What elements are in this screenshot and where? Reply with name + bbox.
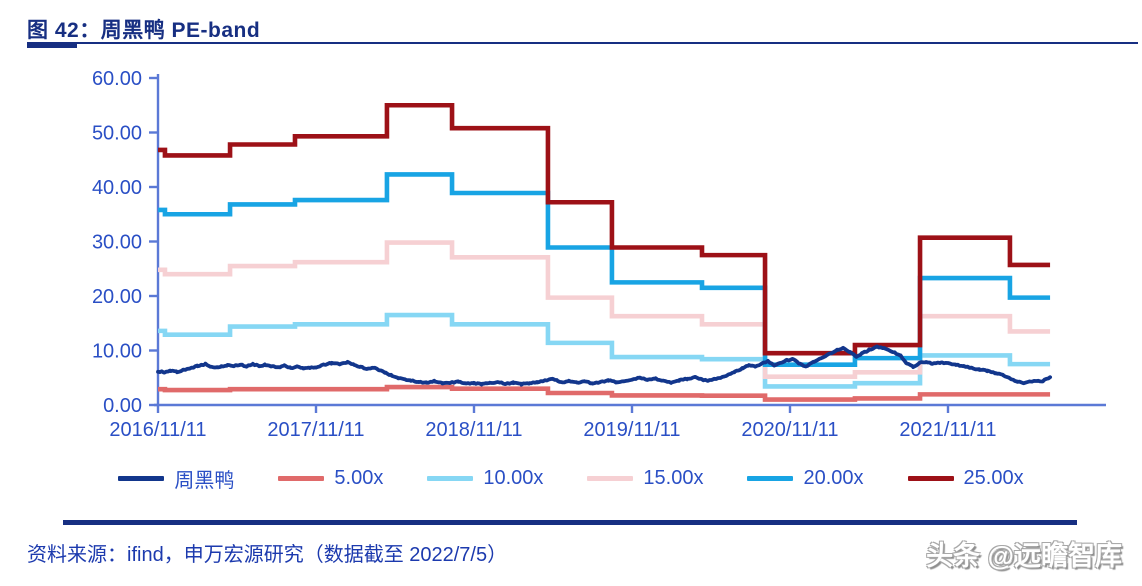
legend-label: 10.00x xyxy=(483,467,544,489)
x-tick-label: 2017/11/11 xyxy=(267,419,364,441)
title-underline xyxy=(27,42,1138,44)
band-line-10.00x xyxy=(158,312,1051,389)
x-tick-label: 2021/11/11 xyxy=(899,419,996,441)
legend-swatch-20.00x xyxy=(747,476,794,481)
y-tick-label: 60.00 xyxy=(92,68,142,90)
y-tick-label: 40.00 xyxy=(92,177,142,199)
y-tick-label: 0.00 xyxy=(103,395,142,417)
legend-item-5.00x: 5.00x xyxy=(278,467,383,490)
legend-label: 5.00x xyxy=(334,467,384,489)
y-tick-label: 10.00 xyxy=(92,341,142,363)
band-line-15.00x xyxy=(158,240,1051,379)
source-note: 资料来源：ifind，申万宏源研究（数据截至 2022/7/5） xyxy=(27,544,508,566)
x-tick-label: 2019/11/11 xyxy=(583,419,680,441)
legend-swatch-15.00x xyxy=(587,476,634,481)
legend-label: 20.00x xyxy=(803,467,864,489)
legend-swatch-周黑鸭 xyxy=(118,476,165,481)
x-tick-label: 2016/11/11 xyxy=(109,419,206,441)
legend-label: 15.00x xyxy=(643,467,704,489)
legend-swatch-25.00x xyxy=(907,476,954,481)
footer-divider xyxy=(63,520,1077,525)
legend-item-周黑鸭: 周黑鸭 xyxy=(118,464,234,493)
legend-label: 周黑鸭 xyxy=(174,470,235,492)
y-tick-label: 20.00 xyxy=(92,286,142,308)
band-line-25.00x xyxy=(158,102,1051,356)
title-underline-accent xyxy=(27,42,77,48)
price-line xyxy=(156,344,1052,387)
x-tick-label: 2018/11/11 xyxy=(425,419,522,441)
legend-label: 25.00x xyxy=(963,467,1024,489)
watermark-toutiao: 头条 @远瞻智库 xyxy=(926,541,1122,571)
legend-swatch-10.00x xyxy=(427,476,474,481)
band-line-5.00x xyxy=(158,384,1051,402)
legend-item-25.00x: 25.00x xyxy=(907,467,1024,490)
y-tick-label: 30.00 xyxy=(92,232,142,254)
legend-swatch-5.00x xyxy=(278,476,325,481)
x-tick-label: 2020/11/11 xyxy=(741,419,838,441)
chart-legend: 周黑鸭 5.00x 10.00x 15.00x 20.00x 25.00x xyxy=(0,464,1142,493)
band-line-20.00x xyxy=(158,172,1051,367)
legend-item-10.00x: 10.00x xyxy=(427,467,543,490)
figure-title: 图 42：周黑鸭 PE-band xyxy=(27,19,261,42)
legend-item-20.00x: 20.00x xyxy=(747,467,864,490)
y-tick-label: 50.00 xyxy=(92,123,142,145)
legend-item-15.00x: 15.00x xyxy=(587,467,703,490)
